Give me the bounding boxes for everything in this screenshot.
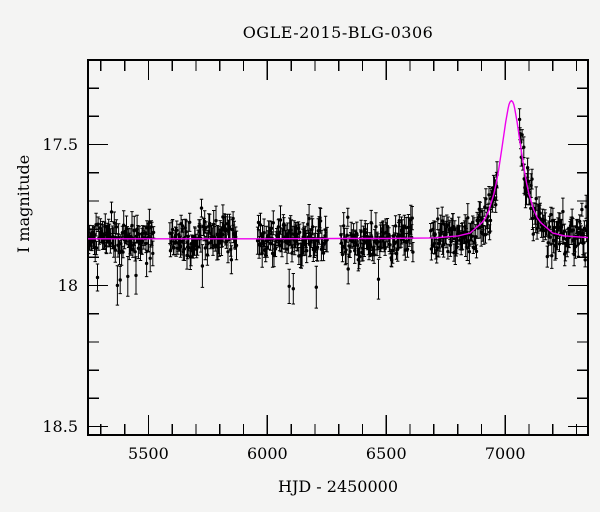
plot-frame-and-ticks bbox=[87, 59, 589, 436]
data-points bbox=[88, 117, 588, 291]
y-tick-label: 17.5 bbox=[42, 135, 78, 154]
chart-title: OGLE-2015-BLG-0306 bbox=[242, 23, 434, 42]
tick-labels: 5500 6000 6500 7000 17.5 18 18.5 bbox=[42, 135, 525, 463]
x-tick-label: 5500 bbox=[128, 444, 169, 463]
plot-frame bbox=[87, 59, 589, 436]
y-tick-label: 18 bbox=[58, 276, 78, 295]
y-tick-label: 18.5 bbox=[42, 417, 78, 436]
x-tick-label: 6500 bbox=[366, 444, 407, 463]
error-bars bbox=[88, 108, 588, 309]
x-tick-label: 7000 bbox=[485, 444, 526, 463]
x-tick-label: 6000 bbox=[247, 444, 288, 463]
x-axis-label: HJD - 2450000 bbox=[277, 477, 399, 496]
model-curve bbox=[88, 99, 588, 240]
